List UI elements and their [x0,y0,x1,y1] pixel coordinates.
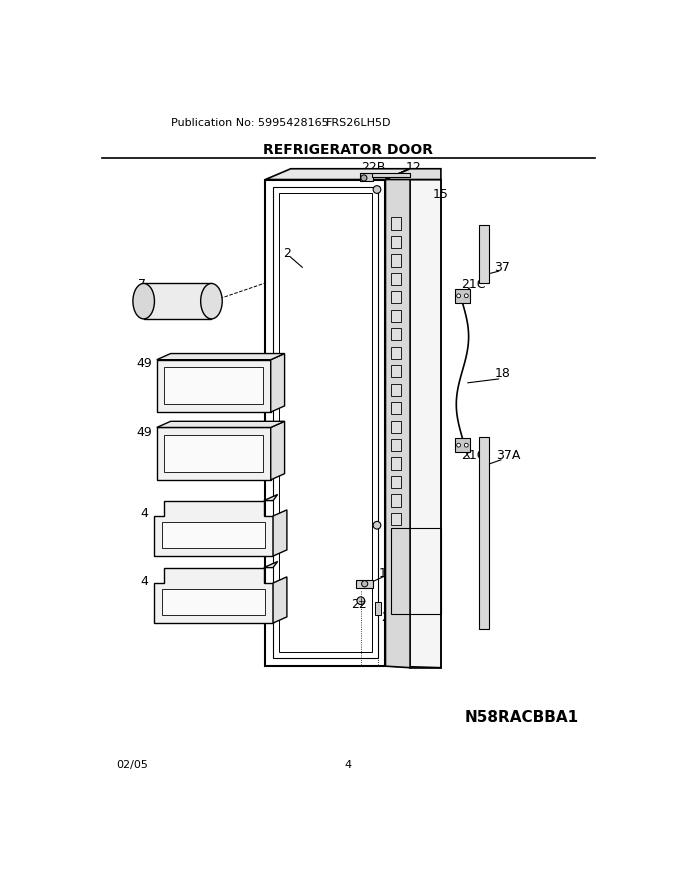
Polygon shape [391,310,401,322]
Polygon shape [386,169,441,180]
Circle shape [357,597,364,605]
Polygon shape [391,439,401,451]
Polygon shape [410,180,441,668]
Polygon shape [391,254,401,267]
Polygon shape [391,273,401,285]
Text: 21A: 21A [381,611,405,624]
Polygon shape [391,347,401,359]
Polygon shape [391,495,401,507]
Polygon shape [154,568,273,623]
Polygon shape [273,510,287,556]
Polygon shape [391,458,401,470]
Polygon shape [375,602,381,615]
Polygon shape [157,422,285,428]
Circle shape [464,444,469,447]
Text: REFRIGERATOR DOOR: REFRIGERATOR DOOR [263,143,434,158]
Polygon shape [356,580,373,588]
Polygon shape [455,438,470,452]
Text: 49: 49 [137,357,152,370]
Polygon shape [479,436,489,629]
Polygon shape [157,360,271,412]
Ellipse shape [201,283,222,319]
Circle shape [361,175,367,181]
Polygon shape [265,169,410,180]
Text: 4: 4 [345,759,352,770]
Text: 49: 49 [137,426,152,439]
Polygon shape [391,365,401,378]
Polygon shape [391,217,401,230]
Polygon shape [386,169,410,668]
Circle shape [464,294,469,297]
Text: 21C: 21C [461,450,486,463]
Polygon shape [391,291,401,304]
Text: 4: 4 [141,575,148,588]
Text: FRS26LH5D: FRS26LH5D [326,118,391,128]
Text: Publication No: 5995428165: Publication No: 5995428165 [171,118,329,128]
Text: 4: 4 [141,507,148,520]
Text: N58RACBBA1: N58RACBBA1 [464,710,579,725]
Text: 37: 37 [494,260,511,274]
Polygon shape [157,428,271,480]
Polygon shape [455,289,470,303]
Polygon shape [264,495,277,501]
Text: 2: 2 [283,247,291,260]
Circle shape [457,444,460,447]
Polygon shape [391,421,401,433]
Text: 22B: 22B [361,161,386,173]
Polygon shape [273,577,287,623]
Text: 15: 15 [433,187,449,201]
Text: 12: 12 [405,161,421,173]
Polygon shape [264,561,277,568]
Polygon shape [165,435,263,472]
Polygon shape [157,354,285,360]
Polygon shape [143,283,211,319]
Polygon shape [162,522,265,548]
Polygon shape [391,180,441,668]
Circle shape [457,294,460,297]
Circle shape [373,186,381,194]
Circle shape [362,581,368,587]
Polygon shape [391,476,401,488]
Text: 22: 22 [351,598,367,611]
Polygon shape [162,590,265,615]
Text: 18: 18 [494,367,511,380]
Text: 02/05: 02/05 [116,759,148,770]
Polygon shape [360,173,373,181]
Text: 7: 7 [138,278,146,290]
Polygon shape [271,422,285,480]
Polygon shape [391,402,401,414]
Polygon shape [165,368,263,404]
Text: 21C: 21C [461,278,486,290]
Polygon shape [271,354,285,412]
Text: 13: 13 [379,568,395,580]
Circle shape [373,521,381,529]
Text: 37A: 37A [496,450,521,463]
Polygon shape [391,384,401,396]
Polygon shape [479,225,489,282]
Polygon shape [371,172,410,177]
Ellipse shape [133,283,154,319]
Polygon shape [391,236,401,248]
Polygon shape [391,513,401,525]
Polygon shape [391,328,401,341]
Polygon shape [154,501,273,556]
